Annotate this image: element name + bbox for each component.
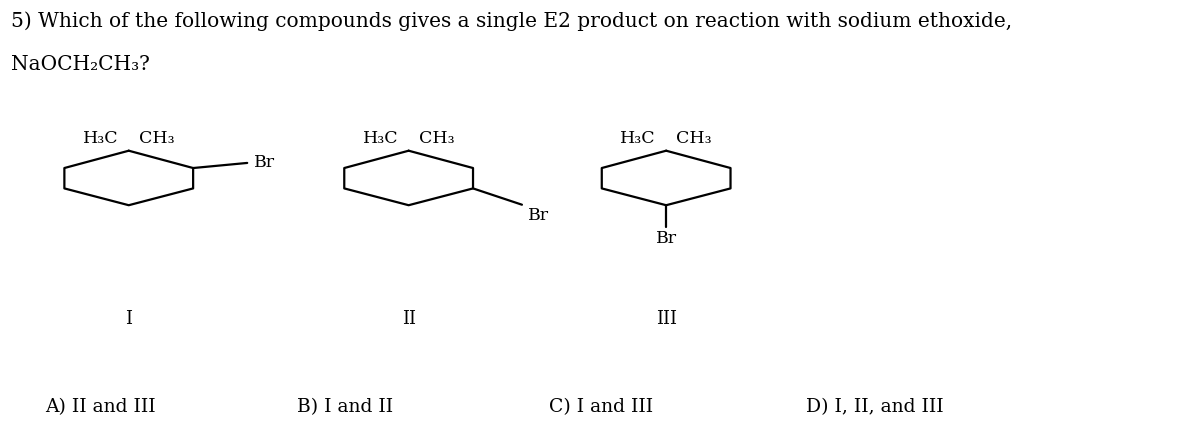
Text: CH₃: CH₃ — [139, 130, 175, 147]
Text: NaOCH₂CH₃?: NaOCH₂CH₃? — [11, 55, 150, 74]
Text: II: II — [402, 310, 415, 328]
Text: H₃C: H₃C — [83, 130, 119, 147]
Text: Br: Br — [528, 207, 550, 224]
Text: A) II and III: A) II and III — [44, 398, 156, 416]
Text: Br: Br — [253, 155, 275, 171]
Text: Br: Br — [655, 229, 677, 247]
Text: I: I — [125, 310, 132, 328]
Text: CH₃: CH₃ — [677, 130, 712, 147]
Text: C) I and III: C) I and III — [548, 398, 653, 416]
Text: 5) Which of the following compounds gives a single E2 product on reaction with s: 5) Which of the following compounds give… — [11, 11, 1013, 31]
Text: B) I and II: B) I and II — [296, 398, 392, 416]
Text: CH₃: CH₃ — [419, 130, 455, 147]
Text: D) I, II, and III: D) I, II, and III — [806, 398, 943, 416]
Text: III: III — [655, 310, 677, 328]
Text: H₃C: H₃C — [362, 130, 398, 147]
Text: H₃C: H₃C — [620, 130, 656, 147]
